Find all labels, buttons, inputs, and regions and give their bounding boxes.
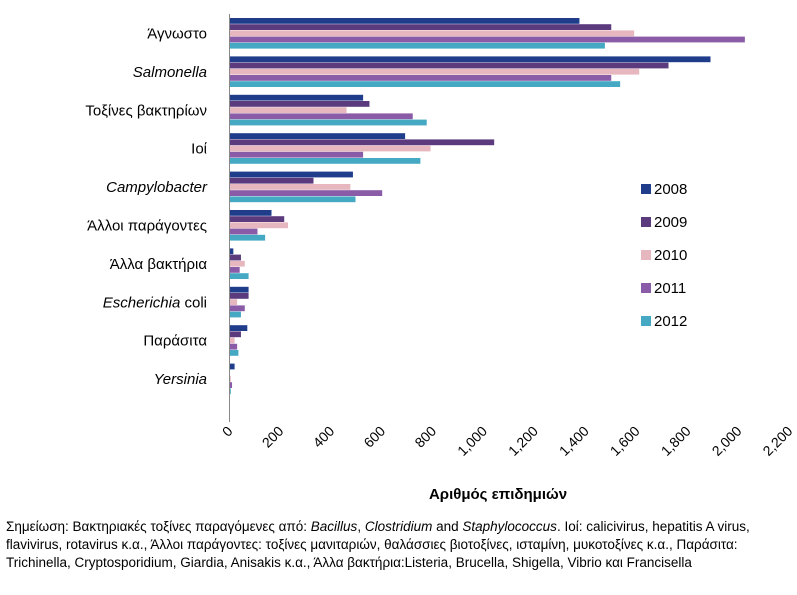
legend-label-2008: 2008 (654, 181, 687, 198)
bar-2012-1 (229, 81, 621, 87)
bar-2008-5 (229, 210, 272, 216)
footnote-segment: Σημείωση: Βακτηριακές τοξίνες παραγόμενε… (6, 519, 311, 534)
bar-2008-7 (229, 286, 249, 293)
bar-2012-2 (229, 119, 427, 126)
bar-2011-0 (229, 36, 745, 43)
category-label: Yersinia (154, 371, 207, 388)
legend-label-2010: 2010 (654, 247, 687, 264)
bar-2010-0 (229, 30, 635, 37)
bar-chart: Άγνωστο Salmonella Τοξίνες βακτηρίων Ιοί Cam… (85, 14, 796, 503)
legend-label-2009: 2009 (654, 214, 687, 231)
bar-2008-1 (229, 56, 711, 63)
category-labels: Άγνωστο Salmonella Τοξίνες βακτηρίων Ιοί Cam… (85, 26, 208, 389)
bar-2008-4 (229, 171, 353, 178)
bar-2008-6 (229, 248, 234, 255)
x-tick-label: 0 (219, 423, 236, 440)
bar-2010-6 (229, 260, 245, 267)
bar-2009-3 (229, 139, 495, 146)
bar-2009-4 (229, 177, 314, 184)
legend-label-2012: 2012 (654, 313, 687, 330)
bar-2010-2 (229, 107, 347, 113)
footnote-segment: Clostridium (364, 519, 433, 534)
bar-2011-3 (229, 151, 364, 158)
bar-2009-1 (229, 62, 669, 69)
bar-2008-9 (229, 363, 235, 370)
bar-2009-5 (229, 216, 285, 222)
bar-2012-4 (229, 196, 356, 203)
bar-2012-7 (229, 311, 241, 318)
category-label: Ιοί (191, 141, 208, 158)
bar-2012-0 (229, 42, 605, 49)
legend-swatch-2012 (641, 316, 651, 326)
legend-swatch-2011 (641, 283, 651, 293)
category-label: Τοξίνες βακτηρίων (85, 102, 207, 119)
x-tick-label: 1,800 (658, 423, 694, 459)
legend-swatch-2009 (641, 217, 651, 227)
x-tick-label: 600 (360, 423, 388, 451)
bar-2008-0 (229, 18, 580, 24)
x-tick-label: 1,200 (505, 423, 541, 459)
bar-2011-4 (229, 190, 383, 196)
bar-2012-8 (229, 350, 239, 356)
bar-2009-6 (229, 254, 241, 261)
x-tick-label: 400 (310, 423, 338, 451)
bar-2009-2 (229, 101, 370, 107)
x-tick-label: 800 (411, 423, 439, 451)
footnote-segment: . Ιοί: calicivirus, hepatitis A virus, f… (6, 519, 750, 570)
bar-2011-8 (229, 343, 238, 350)
x-tick-label: 1,600 (607, 423, 643, 459)
bar-2010-5 (229, 222, 289, 229)
bar-2009-8 (229, 331, 241, 338)
bar-2011-6 (229, 267, 240, 273)
x-tick-label: 1,400 (556, 423, 592, 459)
bar-2008-3 (229, 133, 406, 139)
x-tick-label: 2,200 (759, 423, 795, 459)
bar-2010-9 (229, 376, 231, 382)
bar-2009-7 (229, 293, 249, 299)
footnote-segment: Bacillus (310, 519, 358, 534)
bar-2008-2 (229, 94, 364, 101)
bar-2012-3 (229, 158, 421, 164)
x-axis-label: Αριθμός επιδημιών (429, 486, 567, 503)
category-label: Campylobacter (106, 179, 208, 196)
bar-2010-3 (229, 145, 431, 152)
bar-2010-1 (229, 68, 640, 75)
legend: 2008 2009 2010 2011 2012 (641, 181, 687, 330)
bar-2010-8 (229, 337, 235, 344)
bar-2009-0 (229, 24, 612, 30)
bar-2011-2 (229, 113, 413, 120)
x-tick-label: 200 (259, 423, 287, 451)
category-label: Άγνωστο (147, 26, 207, 43)
category-label: Άλλα βακτήρια (110, 256, 208, 273)
legend-swatch-2008 (641, 184, 651, 194)
bar-2012-6 (229, 273, 249, 279)
x-tick-label: 1,000 (454, 423, 490, 459)
bar-2011-1 (229, 75, 612, 81)
footnote-segment: and (432, 519, 463, 534)
footnote-segment: Staphylococcus (462, 519, 557, 534)
bar-2011-7 (229, 305, 245, 312)
bar-2010-7 (229, 299, 238, 305)
legend-swatch-2010 (641, 250, 651, 260)
category-label: Άλλοι παράγοντες (87, 218, 207, 235)
footnote-segment: , (357, 519, 365, 534)
category-label: Salmonella (133, 64, 207, 81)
category-label: Παράσιτα (143, 333, 207, 350)
bar-2010-4 (229, 184, 351, 190)
footnote: Σημείωση: Βακτηριακές τοξίνες παραγόμενε… (6, 518, 791, 572)
bar-2011-9 (229, 382, 233, 388)
bar-2012-5 (229, 234, 266, 241)
bar-2012-9 (229, 388, 231, 395)
bars-group (229, 18, 745, 395)
legend-label-2011: 2011 (654, 280, 686, 297)
bar-2011-5 (229, 228, 258, 235)
category-label: Escherichia coli (103, 294, 207, 311)
x-tick-label: 2,000 (709, 423, 745, 459)
bar-2008-8 (229, 325, 248, 331)
x-tick-labels: 0 200 400 600 800 1,000 1,200 1,400 1,600 1,800 2,… (219, 423, 796, 459)
